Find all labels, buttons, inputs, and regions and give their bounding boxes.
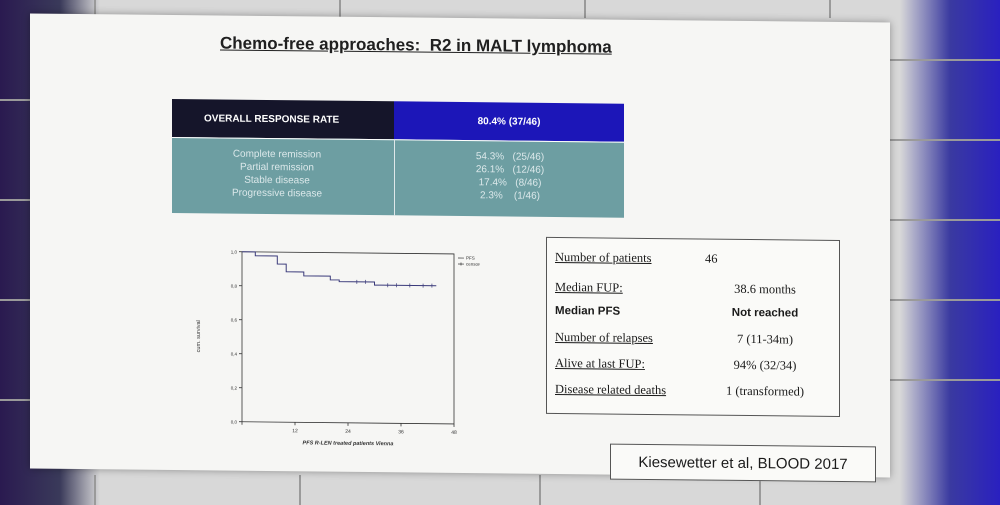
response-row-label: Partial remission: [240, 161, 314, 174]
x-tick-label: 24: [345, 429, 351, 435]
stat-label: Median PFS: [555, 304, 621, 318]
response-row-value: 17.4% (8/46): [478, 177, 542, 189]
response-row-value: 26.1% (12/46): [475, 164, 545, 176]
stat-value: 1 (transformed): [725, 383, 805, 399]
response-values: 54.3% (25/46) 26.1% (12/46) 17.4% (8/46)…: [394, 139, 624, 218]
stat-value: 7 (11-34m): [736, 331, 794, 347]
response-header-label: OVERALL RESPONSE RATE: [172, 98, 394, 140]
stat-value: 46: [705, 251, 718, 266]
response-row-label: Progressive disease: [231, 187, 323, 200]
x-axis-label: PFS R-LEN treated patients Vienna: [303, 440, 394, 447]
x-tick-label: 36: [398, 429, 404, 435]
patient-stats-box: Number of patients 46 Median FUP: 38.6 m…: [546, 236, 840, 417]
y-tick-label: 0,6: [231, 318, 238, 323]
stat-label: Median FUP:: [555, 279, 623, 295]
stat-value: 38.6 months: [734, 281, 796, 297]
response-row-label: Stable disease: [244, 174, 310, 187]
stat-label: Number of relapses: [555, 329, 653, 346]
y-tick-label: 1,0: [231, 250, 238, 255]
y-tick-label: 0,0: [231, 420, 238, 425]
stat-value: Not reached: [731, 306, 799, 320]
kaplan-meier-chart: 1,0 0,8 0,6 0,4 0,2 0,0 12 24 36 48 PFS R-LEN trea…: [196, 250, 480, 448]
slide-title: Chemo-free approaches: R2 in MALT lympho…: [220, 33, 612, 57]
x-tick-label: 12: [292, 428, 298, 434]
stat-value: 94% (32/34): [733, 357, 797, 373]
y-tick-label: 0,4: [231, 352, 238, 357]
presentation-slide: Chemo-free approaches: R2 in MALT lympho…: [30, 13, 890, 483]
pfs-curve: [242, 251, 437, 287]
response-header-value: 80.4% (37/46): [394, 101, 624, 142]
y-tick-label: 0,2: [231, 386, 238, 391]
plot-frame: [241, 251, 455, 425]
x-tick-label: 48: [451, 430, 457, 436]
stat-label: Number of patients: [555, 249, 652, 266]
response-row-label: Complete remission: [232, 148, 322, 161]
y-tick-label: 0,8: [231, 284, 238, 289]
stat-label: Alive at last FUP:: [555, 355, 645, 371]
response-labels: Complete remission Partial remission Sta…: [172, 136, 394, 216]
legend-entry: PFS: [466, 256, 475, 261]
response-row-value: 54.3% (25/46): [475, 151, 545, 163]
y-axis-label: cum. survival: [196, 320, 202, 352]
stat-label: Disease related deaths: [555, 381, 667, 398]
citation-box: Kiesewetter et al, BLOOD 2017: [610, 443, 876, 483]
response-row-value: 2.3% (1/46): [479, 190, 541, 202]
response-rate-table: OVERALL RESPONSE RATE 80.4% (37/46) Comp…: [172, 98, 624, 218]
legend-entry: censored: [466, 262, 480, 267]
